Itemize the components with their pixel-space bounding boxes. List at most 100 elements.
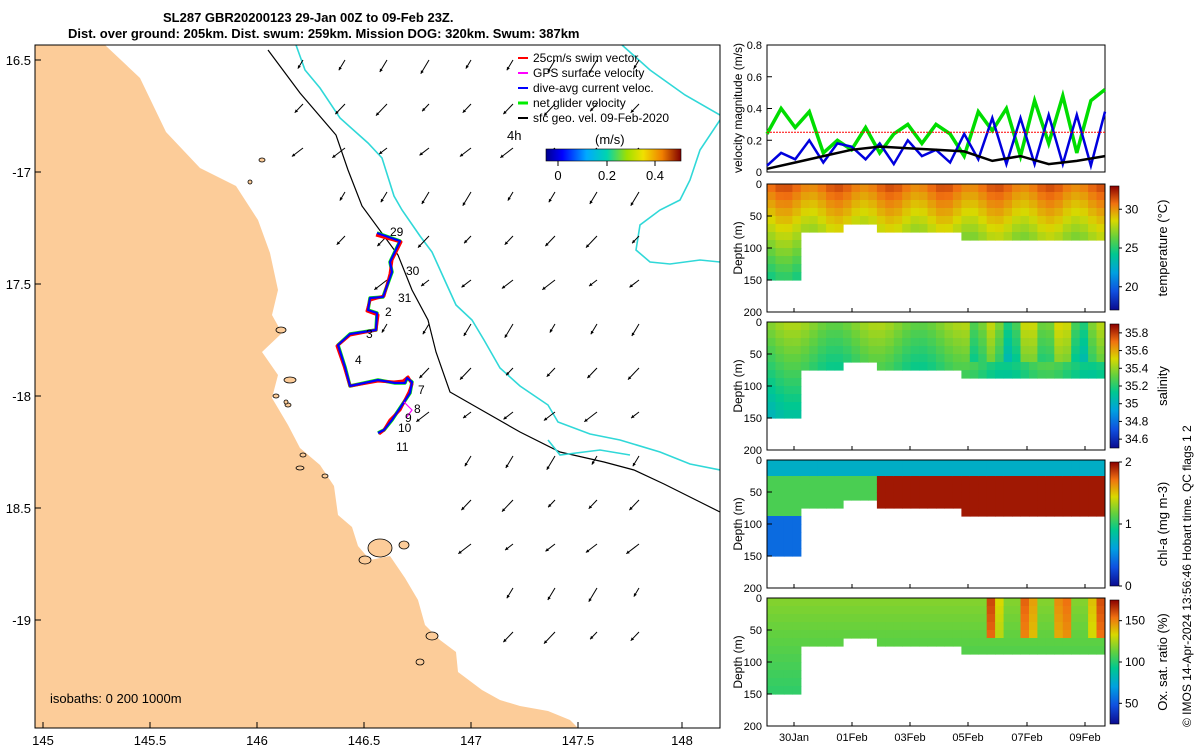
section-cell [1003,508,1013,517]
section-cell [1037,184,1047,193]
section-cell [995,200,1005,209]
section-cell [927,184,937,193]
section-cell [876,492,886,501]
section-cell [986,468,996,477]
section-cell [893,192,903,201]
velocity-arrowhead [543,640,548,644]
section-cell [767,272,776,281]
velocity-arrowhead [588,505,593,509]
section-cell [1079,646,1089,655]
section-cell [1045,500,1055,509]
section-cell [800,330,810,339]
colorbar-tick-label: 100 [1125,655,1145,669]
section-cell [1054,468,1064,477]
section-cell [952,606,962,615]
section-cell [1062,630,1072,639]
section-cell [1020,598,1030,607]
section-cell [1045,330,1055,339]
time-marker: 4h [507,128,521,143]
section-cell [1037,638,1047,647]
section-cell [1020,370,1030,379]
section-cell [1045,614,1055,623]
section-cell [767,508,776,517]
section-cell [1029,370,1038,379]
isobaths-label: isobaths: 0 200 1000m [50,691,182,706]
section-cell [1096,476,1106,485]
section-cell [986,500,996,509]
section-cell [792,630,802,639]
section-cell [1029,614,1038,623]
section-cell [1088,598,1098,607]
section-cell [1054,484,1064,493]
section-cell [919,192,929,201]
section-cell [1012,322,1021,331]
section-cell [995,338,1005,347]
section-cell [978,614,988,623]
section-cell [809,184,819,193]
section-cell [1088,476,1098,485]
section-cell [767,678,776,687]
section-cell [936,338,945,347]
section-cell [969,232,979,241]
section-cell [944,630,954,639]
depth-tick-label: 150 [744,413,762,425]
section-cell [860,346,869,355]
section-cell [1054,606,1064,615]
section-cell [767,410,776,419]
section-cell [1054,200,1064,209]
section-cell [876,192,886,201]
section-cell [1079,330,1089,339]
section-cell [783,678,793,687]
velocity-arrowhead [543,417,548,421]
section-cell [1071,460,1081,469]
section-cell [1071,476,1081,485]
section-cell [792,338,802,347]
velocity-arrowhead [416,418,420,422]
section-cell [986,354,996,363]
section-cell [969,606,979,615]
section-cell [927,476,937,485]
section-cell [986,508,996,517]
section-cell [893,224,903,233]
section-cell [1037,508,1047,517]
isobath-200m-a [295,45,720,471]
section-cell [995,500,1005,509]
legend-item: GPS surface velocity [533,66,644,80]
velocity-arrowhead [590,330,594,335]
section-cell [876,476,886,485]
map-xtick-label: 148 [671,733,693,748]
section-cell [969,184,979,193]
colorbar-tick-label: 0.4 [646,168,664,183]
section-cell [860,614,869,623]
section-cell [1003,492,1013,501]
velocity-arrowhead [505,546,509,551]
section-cell [809,224,819,233]
section-cell [1096,330,1106,339]
section-cell [792,524,802,533]
velocity-arrowhead [458,550,462,554]
section-cell [910,184,920,193]
section-cell [876,322,886,331]
section-cell [775,540,785,549]
section-cell [919,338,929,347]
figure-title-line1: SL287 GBR20200123 29-Jan 00Z to 09-Feb 2… [163,10,454,25]
section-cell [767,484,776,493]
section-cell [1029,200,1038,209]
section-cell [792,662,802,671]
track-day-label: 10 [398,421,412,435]
section-cell [1045,362,1055,371]
section-cell [809,638,819,647]
section-cell [978,216,988,225]
section-cell [843,192,852,201]
section-cell [919,330,929,339]
section-ylabel: Depth (m) [731,221,745,274]
section-cell [767,232,776,241]
velocity-arrowhead [587,374,591,379]
section-cell [783,468,793,477]
section-cell [1037,614,1047,623]
section-cell [860,606,869,615]
section-cell [1020,638,1030,647]
section-cell [1071,362,1081,371]
section-cell [969,216,979,225]
section-cell [885,322,895,331]
